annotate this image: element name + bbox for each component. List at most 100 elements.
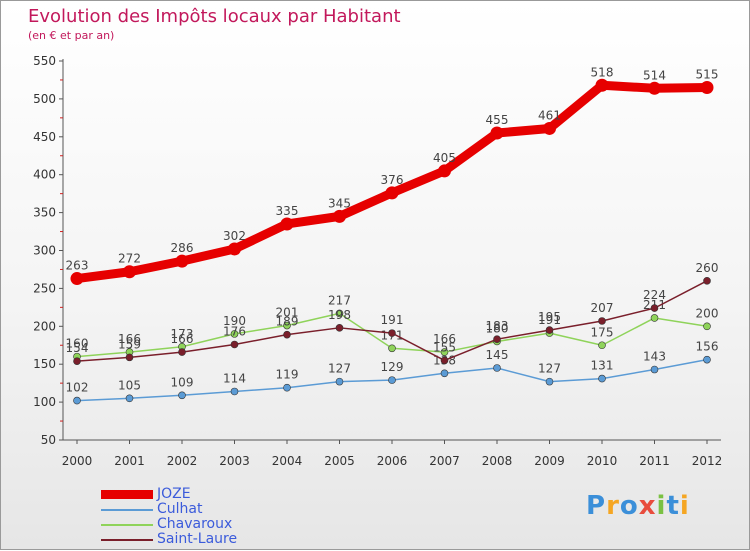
point-joze [175, 254, 189, 268]
legend: JOZE Culhat Chavaroux Saint-Laure [101, 487, 301, 547]
data-label-saint-laure: 154 [66, 341, 89, 355]
point-culhat [545, 377, 554, 386]
data-label-saint-laure: 183 [486, 319, 509, 333]
point-culhat [335, 377, 344, 386]
data-label-joze: 286 [171, 241, 194, 255]
data-label-saint-laure: 260 [696, 261, 719, 275]
data-label-joze: 335 [276, 204, 299, 218]
x-tick-label: 2012 [692, 454, 723, 468]
data-label-saint-laure: 155 [433, 340, 456, 354]
point-joze [280, 217, 294, 231]
point-chavaroux [440, 348, 449, 356]
data-label-joze: 263 [66, 259, 89, 273]
data-label-culhat: 143 [643, 350, 666, 364]
legend-swatch-chavaroux [101, 524, 153, 526]
point-culhat [125, 394, 134, 403]
point-saint-laure [230, 340, 239, 349]
data-label-saint-laure: 166 [171, 332, 194, 346]
data-label-culhat: 131 [591, 359, 614, 373]
point-chavaroux [335, 309, 344, 318]
y-tick-label: 550 [33, 54, 56, 68]
data-label-chavaroux: 175 [591, 325, 614, 339]
data-label-culhat: 119 [276, 368, 299, 382]
chart-subtitle: (en € et par an) [28, 29, 115, 42]
data-label-saint-laure: 224 [643, 288, 666, 302]
data-label-culhat: 145 [486, 348, 509, 362]
point-culhat [178, 391, 186, 400]
legend-swatch-joze [101, 490, 153, 499]
point-culhat [440, 369, 449, 378]
logo-letter: x [638, 491, 657, 521]
data-label-culhat: 109 [171, 375, 194, 389]
y-tick-label: 300 [33, 244, 56, 258]
point-culhat [493, 364, 501, 372]
x-tick-label: 2001 [114, 454, 145, 468]
data-label-joze: 272 [118, 252, 141, 266]
logo-letter: i [679, 491, 690, 521]
data-label-chavaroux: 217 [328, 293, 351, 307]
point-chavaroux [283, 321, 291, 330]
data-label-saint-laure: 207 [591, 301, 614, 315]
data-label-culhat: 105 [118, 378, 141, 392]
point-saint-laure [703, 277, 711, 285]
y-tick-label: 450 [33, 130, 56, 144]
x-tick-label: 2010 [587, 454, 618, 468]
x-tick-label: 2011 [639, 454, 670, 468]
data-label-chavaroux: 166 [118, 332, 141, 346]
point-joze [70, 272, 84, 286]
data-label-saint-laure: 191 [381, 313, 404, 327]
point-chavaroux [703, 322, 711, 331]
legend-item-culhat: Culhat [101, 502, 301, 517]
data-label-chavaroux: 201 [276, 306, 299, 320]
legend-item-saint-laure: Saint-Laure [101, 532, 301, 547]
x-tick-label: 2007 [429, 454, 460, 468]
data-label-joze: 518 [591, 65, 614, 79]
data-label-joze: 515 [696, 68, 719, 82]
data-label-culhat: 102 [66, 381, 89, 395]
point-saint-laure [598, 317, 606, 325]
data-label-culhat: 127 [538, 362, 561, 376]
logo-letter: t [666, 491, 680, 521]
data-label-chavaroux: 190 [223, 314, 246, 328]
data-label-chavaroux: 173 [171, 327, 194, 341]
y-tick-label: 50 [41, 433, 56, 447]
point-joze [385, 186, 399, 200]
point-saint-laure [73, 357, 81, 365]
data-label-joze: 514 [643, 68, 666, 82]
point-chavaroux [230, 330, 239, 338]
x-tick-label: 2009 [534, 454, 565, 468]
data-label-chavaroux: 160 [66, 337, 89, 351]
legend-label-saint-laure: Saint-Laure [157, 531, 238, 547]
point-saint-laure [178, 348, 186, 356]
logo-letter: o [619, 491, 639, 521]
point-culhat [73, 396, 81, 405]
y-tick-label: 350 [33, 206, 56, 220]
x-tick-label: 2008 [482, 454, 513, 468]
data-label-joze: 405 [433, 151, 456, 165]
point-culhat [283, 383, 291, 392]
y-tick-label: 400 [33, 168, 56, 182]
data-label-chavaroux: 166 [433, 332, 456, 346]
data-label-culhat: 127 [328, 362, 351, 376]
legend-swatch-saint-laure [101, 539, 153, 541]
y-tick-label: 100 [33, 395, 56, 409]
data-label-chavaroux: 191 [538, 313, 561, 327]
x-tick-label: 2003 [219, 454, 250, 468]
point-culhat [598, 374, 606, 383]
legend-label-joze: JOZE [157, 486, 191, 502]
point-culhat [388, 376, 396, 384]
point-saint-laure [283, 330, 291, 339]
logo-letter: i [656, 491, 667, 521]
logo-letter: r [606, 491, 620, 521]
data-label-joze: 461 [538, 108, 561, 122]
proxiti-logo: Proxiti [586, 491, 690, 521]
point-joze [648, 81, 661, 95]
point-culhat [650, 365, 659, 374]
point-joze [123, 265, 136, 279]
x-tick-label: 2000 [62, 454, 93, 468]
data-label-saint-laure: 159 [118, 337, 141, 351]
point-saint-laure [545, 326, 554, 334]
point-culhat [230, 387, 239, 396]
point-joze [333, 209, 346, 223]
